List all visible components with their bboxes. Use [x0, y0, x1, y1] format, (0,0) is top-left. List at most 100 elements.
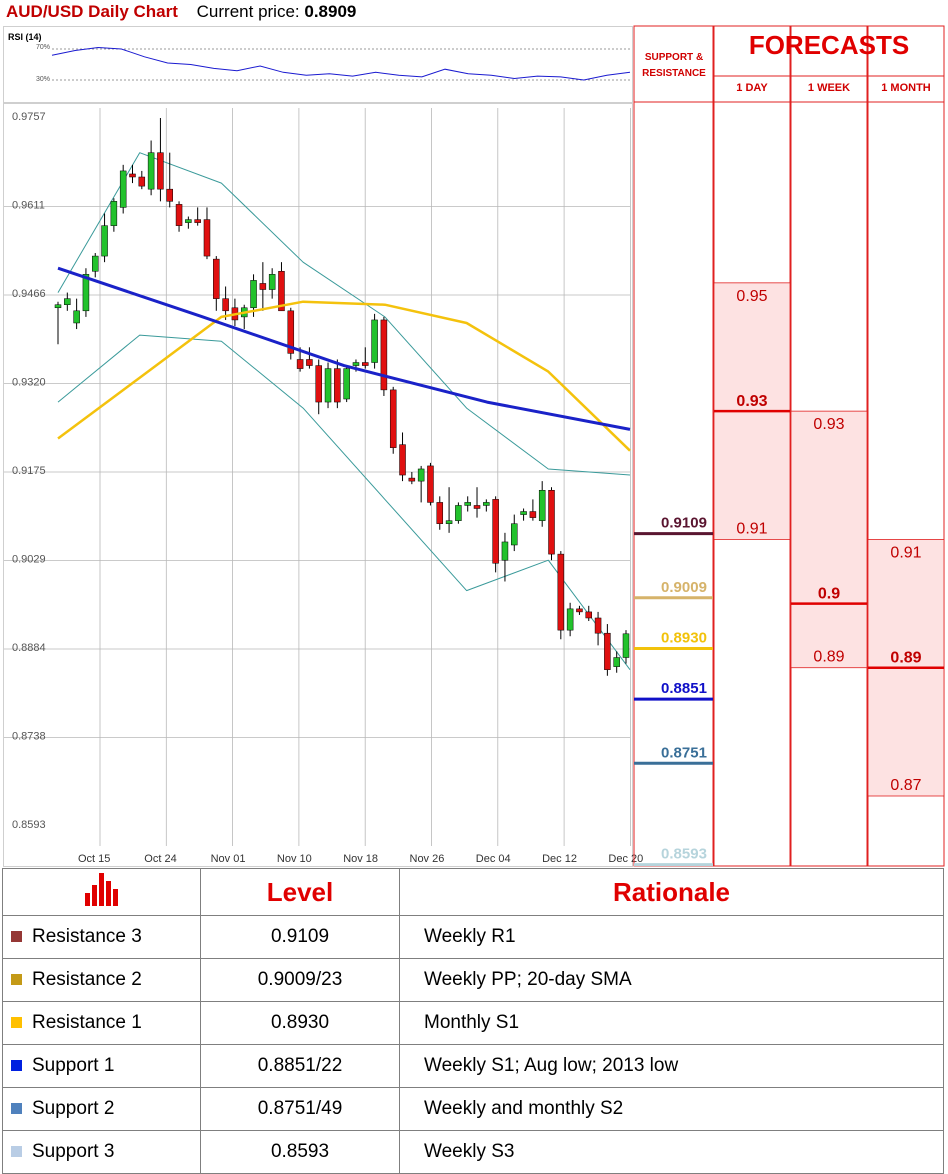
- candle-body: [213, 258, 220, 299]
- sma-blue-line: [57, 266, 631, 431]
- candle-body: [82, 274, 90, 312]
- x-tick-label: Oct 15: [78, 853, 110, 865]
- rationale-header: Rationale: [399, 868, 944, 916]
- support-resistance-heading: SUPPORT & RESISTANCE: [634, 50, 714, 82]
- level-value-cell: 0.8930: [200, 1001, 400, 1045]
- table-row: Resistance 1 0.8930 Monthly S1: [2, 1001, 944, 1045]
- forecast-range-box: [790, 410, 868, 669]
- candle-body: [436, 502, 444, 524]
- candle-body: [576, 608, 583, 613]
- sr-level-label: 0.8751: [661, 744, 707, 761]
- candle-body: [324, 368, 332, 403]
- rsi-title: RSI (14): [8, 32, 42, 42]
- sr-level-label: 0.8930: [661, 629, 707, 646]
- candle-body: [185, 219, 192, 223]
- x-tick-label: Dec 04: [476, 853, 511, 865]
- forecast-low-label: 0.87: [890, 777, 921, 794]
- col-1-day: 1 DAY: [736, 82, 768, 94]
- candle-body: [566, 608, 574, 631]
- bollinger-upper-line: [57, 152, 631, 476]
- chart-header: AUD/USD Daily Chart Current price: 0.890…: [6, 0, 356, 24]
- table-row: Support 1 0.8851/22 Weekly S1; Aug low; 20…: [2, 1044, 944, 1088]
- color-swatch-icon: [11, 1060, 22, 1072]
- candle-body: [147, 152, 155, 190]
- candle-body: [306, 359, 313, 366]
- levels-table: Level Rationale Resistance 3 0.9109 Weekly…: [2, 868, 944, 1174]
- x-tick-label: Nov 10: [277, 853, 312, 865]
- rationale-cell: Weekly PP; 20-day SMA: [399, 958, 944, 1002]
- candle-body: [203, 219, 211, 257]
- chart-title: AUD/USD Daily Chart: [6, 2, 178, 21]
- candle-body: [64, 298, 71, 305]
- candle-body: [287, 310, 295, 354]
- candle-body: [520, 511, 527, 515]
- table-header-row: Level Rationale: [2, 868, 944, 916]
- candle-body: [399, 444, 406, 476]
- x-tick-label: Dec 12: [542, 853, 577, 865]
- candle-body: [427, 465, 434, 503]
- candle-body: [417, 468, 425, 482]
- level-name-cell: Support 3: [2, 1130, 201, 1174]
- sr-heading-line-1: SUPPORT &: [644, 52, 704, 63]
- candle-body: [362, 362, 369, 366]
- color-swatch-icon: [11, 1017, 22, 1029]
- price-value: 0.8909: [304, 2, 357, 21]
- candle-body: [91, 255, 99, 272]
- candle-body: [119, 170, 127, 208]
- level-name-cell: Resistance 1: [2, 1001, 201, 1045]
- x-tick-label: Oct 24: [144, 853, 176, 865]
- sr-level-label: 0.8851: [661, 680, 707, 697]
- candle-body: [259, 283, 267, 290]
- candle-body: [622, 633, 630, 658]
- forecast-median-label: 0.9: [818, 586, 840, 603]
- candle-body: [166, 188, 173, 202]
- y-tick-label: 0.8738: [12, 731, 46, 743]
- y-tick-label: 0.8884: [12, 642, 46, 654]
- rsi-panel: [3, 26, 633, 103]
- candle-body: [445, 520, 453, 524]
- candle-body: [352, 362, 360, 366]
- candle-body: [548, 489, 555, 555]
- level-name: Resistance 3: [32, 925, 142, 947]
- rationale-cell: Weekly S3: [399, 1130, 944, 1174]
- forecast-high-label: 0.91: [890, 544, 921, 561]
- sr-heading-line-2: RESISTANCE: [642, 68, 706, 79]
- candle-body: [529, 511, 537, 518]
- candle-body: [371, 319, 378, 363]
- y-tick-label: 0.9029: [12, 554, 46, 566]
- rationale-cell: Monthly S1: [399, 1001, 944, 1045]
- y-tick-label: 0.9611: [12, 200, 45, 212]
- level-name: Support 3: [32, 1140, 115, 1162]
- candle-body: [483, 502, 490, 506]
- color-swatch-icon: [11, 1146, 22, 1158]
- forecasts-title: FORECASTS: [748, 30, 910, 60]
- level-name-cell: Resistance 2: [2, 958, 201, 1002]
- col-1-month: 1 MONTH: [881, 82, 931, 94]
- forecast-median-label: 0.93: [736, 393, 767, 410]
- forecast-median-label: 0.89: [890, 650, 921, 667]
- candle-body: [604, 632, 611, 670]
- forecast-high-label: 0.95: [736, 288, 767, 305]
- candle-body: [389, 389, 397, 448]
- level-value-cell: 0.9109: [200, 915, 400, 959]
- candle-body: [501, 541, 509, 561]
- candle-body: [343, 368, 350, 400]
- forecast-high-label: 0.93: [813, 416, 844, 433]
- level-name: Resistance 1: [32, 1011, 142, 1033]
- y-tick-label: 0.9320: [12, 377, 46, 389]
- candle-body: [455, 505, 462, 521]
- candle-body: [473, 505, 481, 509]
- candle-body: [408, 477, 416, 482]
- forecast-column-border: [867, 25, 945, 867]
- price-chart: 0.9757 0.9611 0.9466 0.9320 0.9175 0.9029 0.88…: [4, 25, 945, 867]
- candle-body: [464, 502, 471, 506]
- rationale-cell: Weekly S1; Aug low; 2013 low: [399, 1044, 944, 1088]
- candle-body: [278, 271, 285, 312]
- candle-body: [268, 274, 276, 290]
- y-tick-label: 0.8593: [12, 819, 46, 831]
- x-tick-label: Nov 18: [343, 853, 378, 865]
- candle-body: [334, 368, 341, 403]
- table-row: Resistance 3 0.9109 Weekly R1: [2, 915, 944, 959]
- sr-level-label: 0.9009: [661, 579, 707, 596]
- level-name-cell: Resistance 3: [2, 915, 201, 959]
